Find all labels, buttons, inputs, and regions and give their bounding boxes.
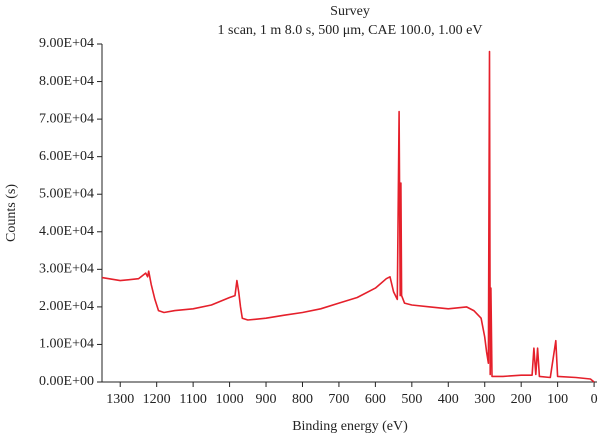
y-tick-label: 2.00E+04	[39, 299, 94, 314]
x-tick-label: 1300	[106, 392, 134, 407]
y-tick-label: 7.00E+04	[39, 111, 94, 126]
y-axis-label: Counts (s)	[4, 184, 19, 242]
y-tick-label: 3.00E+04	[39, 262, 94, 277]
x-tick-label: 900	[256, 392, 277, 407]
y-tick-label: 1.00E+04	[39, 337, 94, 352]
x-tick-label: 700	[328, 392, 349, 407]
x-tick-label: 1100	[179, 392, 206, 407]
x-tick-label: 800	[292, 392, 313, 407]
x-tick-label: 600	[365, 392, 386, 407]
y-tick-label: 0.00E+00	[39, 374, 94, 389]
x-tick-label: 400	[438, 392, 459, 407]
x-tick-label: 100	[547, 392, 568, 407]
x-tick-label: 500	[401, 392, 422, 407]
x-tick-label: 0	[591, 392, 598, 407]
y-tick-label: 9.00E+04	[39, 36, 94, 51]
y-tick-label: 6.00E+04	[39, 149, 94, 164]
x-tick-label: 1200	[143, 392, 171, 407]
y-tick-label: 5.00E+04	[39, 186, 94, 201]
x-tick-label: 200	[511, 392, 532, 407]
x-tick-label: 1000	[216, 392, 244, 407]
spectrum-line	[101, 50, 595, 383]
x-axis-label: Binding energy (eV)	[292, 419, 408, 434]
chart-title: Survey	[330, 4, 370, 19]
x-tick-label: 300	[474, 392, 495, 407]
chart-subtitle: 1 scan, 1 m 8.0 s, 500 μm, CAE 100.0, 1.…	[218, 23, 483, 38]
y-tick-label: 4.00E+04	[39, 224, 94, 239]
y-tick-label: 8.00E+04	[39, 74, 94, 89]
